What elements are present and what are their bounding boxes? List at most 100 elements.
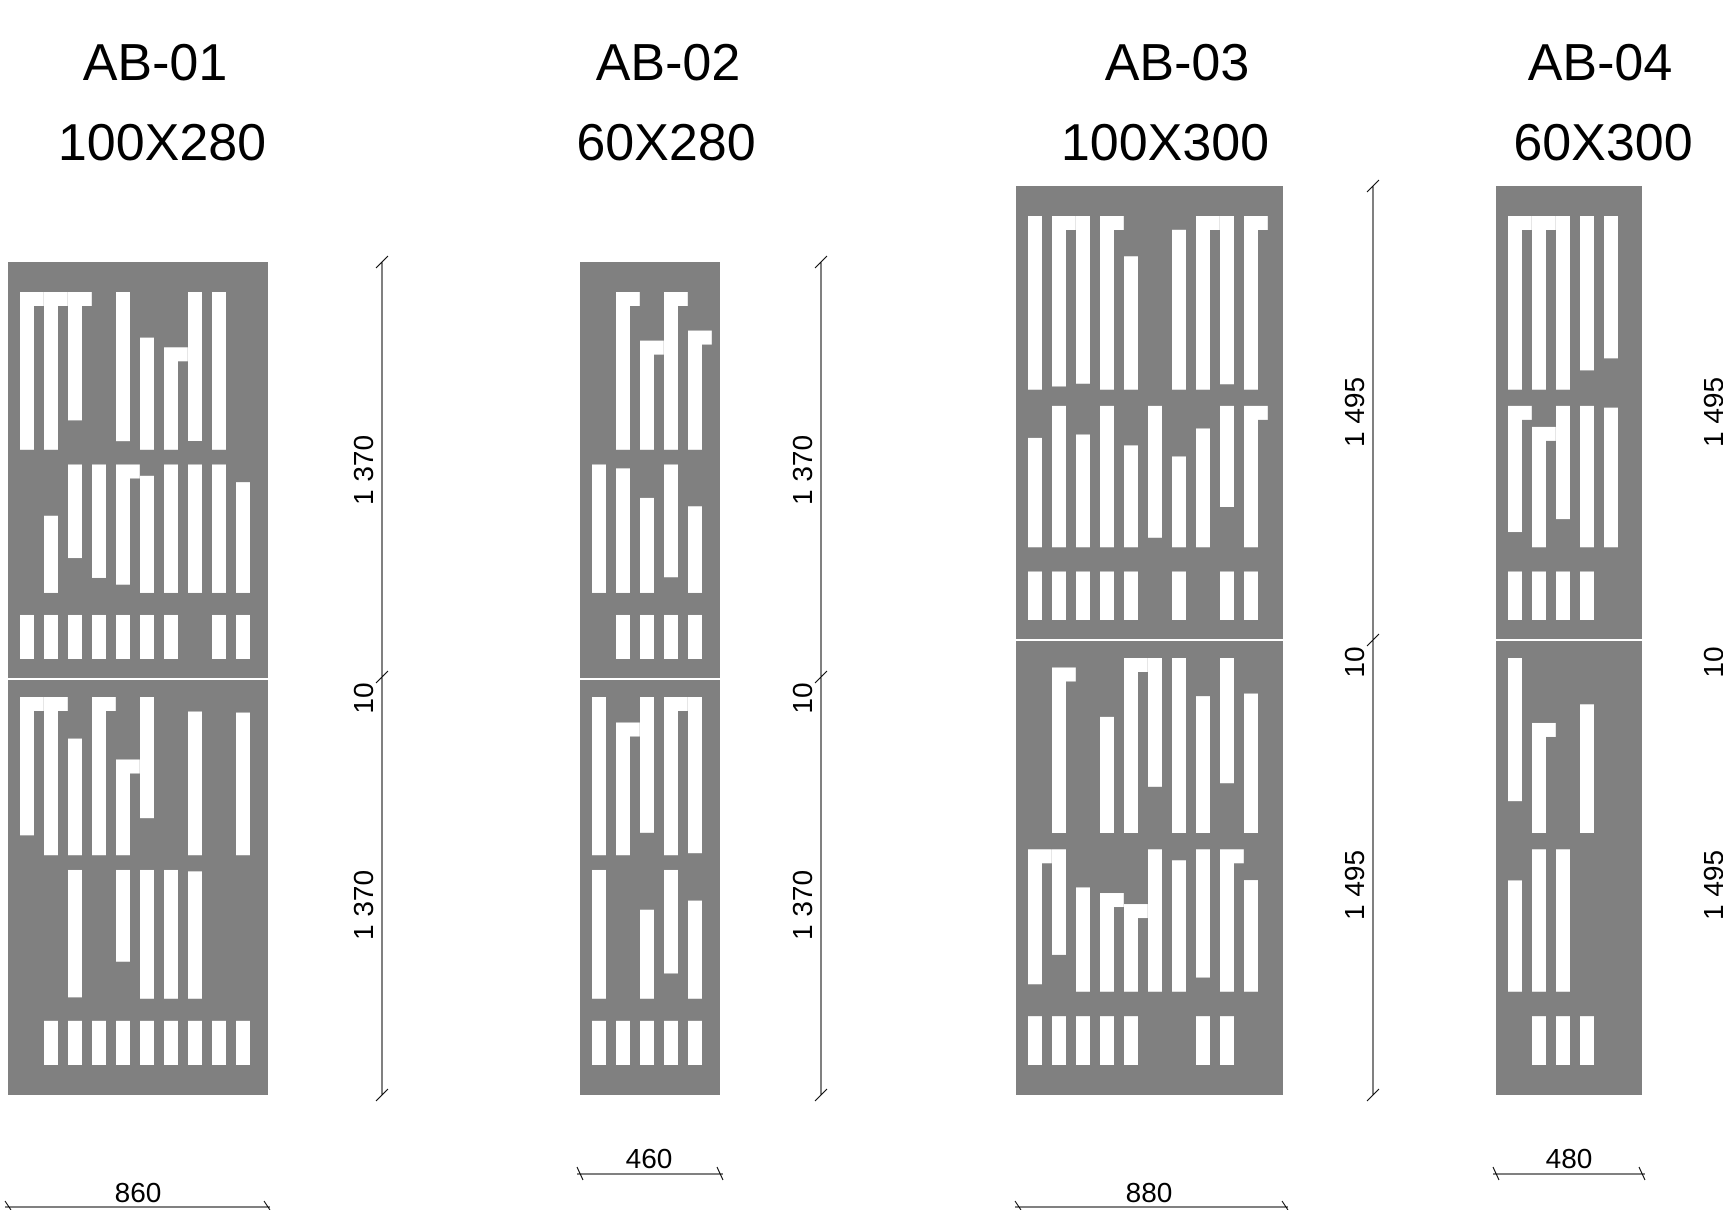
dimension-label: 880 (1126, 1177, 1173, 1208)
panel-cutout (92, 614, 106, 659)
height-dimension: 1 495 10 1 495 (1698, 377, 1723, 920)
panel-cutout (130, 464, 140, 479)
panel-cutout (640, 1020, 654, 1065)
panel-cutout (1604, 407, 1618, 548)
panel-cutout (1220, 216, 1234, 385)
dimension-label: 1 495 (1339, 850, 1370, 920)
panel-cutout (1100, 405, 1114, 548)
panel-cutout (1124, 904, 1138, 992)
panel-cutout (116, 464, 130, 585)
panel-cutout (178, 347, 188, 362)
panel-cutout (1052, 216, 1066, 387)
panel-cutout (1172, 456, 1186, 548)
panel-cutout (140, 869, 154, 999)
panel-cutout (592, 869, 606, 999)
panel-cutout (82, 292, 92, 306)
panel-cutout (1028, 437, 1042, 548)
panel-cutout (1210, 216, 1220, 230)
panel-cutout (188, 464, 202, 593)
panel-cutout (1028, 216, 1042, 390)
panel-cutout (1580, 1016, 1594, 1065)
panel-cutout (616, 292, 630, 450)
panel-cutout (20, 292, 34, 450)
panel-cutout (592, 1020, 606, 1065)
dimension-label: 860 (115, 1177, 162, 1208)
panel-cutout (1532, 571, 1546, 620)
height-dimension: 1 495 10 1 495 (1339, 179, 1380, 1102)
dimension-label: 10 (348, 682, 379, 713)
dimension-label: 10 (787, 682, 818, 713)
panel-cutout (164, 869, 178, 999)
panel-size: 60X280 (576, 114, 755, 172)
panel-title: AB-01 (83, 34, 228, 92)
panel-cutout (1546, 426, 1556, 441)
panel-cutout (92, 697, 106, 856)
panel-cutout (1522, 216, 1532, 230)
panel-cutout (1066, 667, 1076, 682)
panel-cutout (1042, 849, 1052, 864)
panel-cutout (1580, 405, 1594, 548)
panel-cutout (688, 1020, 702, 1065)
panel-cutout (1532, 1016, 1546, 1065)
panel-cutout (1172, 229, 1186, 390)
panel-cutout (1604, 216, 1618, 359)
panel-cutout (1028, 1016, 1042, 1065)
panel-cutout (116, 292, 130, 442)
panel-cutout (1244, 571, 1258, 620)
panel-cutout (1220, 849, 1234, 992)
panel-cutout (68, 464, 82, 559)
panel-cutout (678, 697, 688, 711)
panel-cutout (1196, 216, 1210, 390)
panel-cutout (1076, 216, 1090, 384)
panel-cutout (1100, 216, 1114, 390)
panel-cutout (1052, 667, 1066, 834)
panel-cutout (1244, 880, 1258, 992)
panel-cutout (1546, 722, 1556, 737)
panel-cutout (212, 292, 226, 450)
panel-ab-02 (580, 262, 720, 1095)
panel-cutout (616, 614, 630, 659)
panel-cutout (116, 1020, 130, 1065)
panel-cutout (640, 614, 654, 659)
panel-cutout (664, 614, 678, 659)
panel-cutout (664, 292, 678, 450)
panel-cutout (44, 292, 58, 450)
panel-cutout (212, 464, 226, 593)
panel-cutout (106, 697, 116, 711)
panel-cutout (664, 697, 678, 856)
panel-cutout (1556, 1016, 1570, 1065)
panel-cutout (702, 330, 712, 345)
panel-cutout (1066, 216, 1076, 230)
panel-cutout (1172, 860, 1186, 992)
panel-cutout (20, 697, 34, 836)
panel-cutout (1148, 849, 1162, 992)
panel-cutout (1052, 571, 1066, 620)
panel-cutout (1220, 405, 1234, 507)
panel-cutout (1258, 405, 1268, 420)
panel-cutout (68, 614, 82, 659)
panel-cutout (1508, 216, 1522, 390)
panel-cutout (1172, 571, 1186, 620)
panel-cutout (236, 1020, 250, 1065)
panel-cutout (140, 614, 154, 659)
panel-cutout (68, 738, 82, 856)
panel-cutout (1508, 880, 1522, 992)
panel-cutout (1556, 571, 1570, 620)
panel-cutout (188, 711, 202, 856)
panel-cutout (1522, 405, 1532, 420)
panel-cutout (34, 697, 44, 711)
panel-cutout (1172, 658, 1186, 834)
panel-group-ab-03: AB-03 100X300 1 495 10 1 495 880 (1014, 34, 1380, 1210)
dimension-label: 1 370 (348, 870, 379, 940)
panel-cutout (1124, 1016, 1138, 1065)
dimension-label: 10 (1698, 646, 1723, 677)
panel-cutout (1028, 571, 1042, 620)
dimension-label: 10 (1339, 646, 1370, 677)
panel-ab-04 (1496, 186, 1642, 1095)
panel-cutout (1220, 658, 1234, 784)
panel-cutout (1196, 1016, 1210, 1065)
panel-cutout (1100, 1016, 1114, 1065)
panel-cutout (1508, 571, 1522, 620)
dimension-label: 1 495 (1698, 377, 1723, 447)
panel-cutout (688, 330, 702, 450)
